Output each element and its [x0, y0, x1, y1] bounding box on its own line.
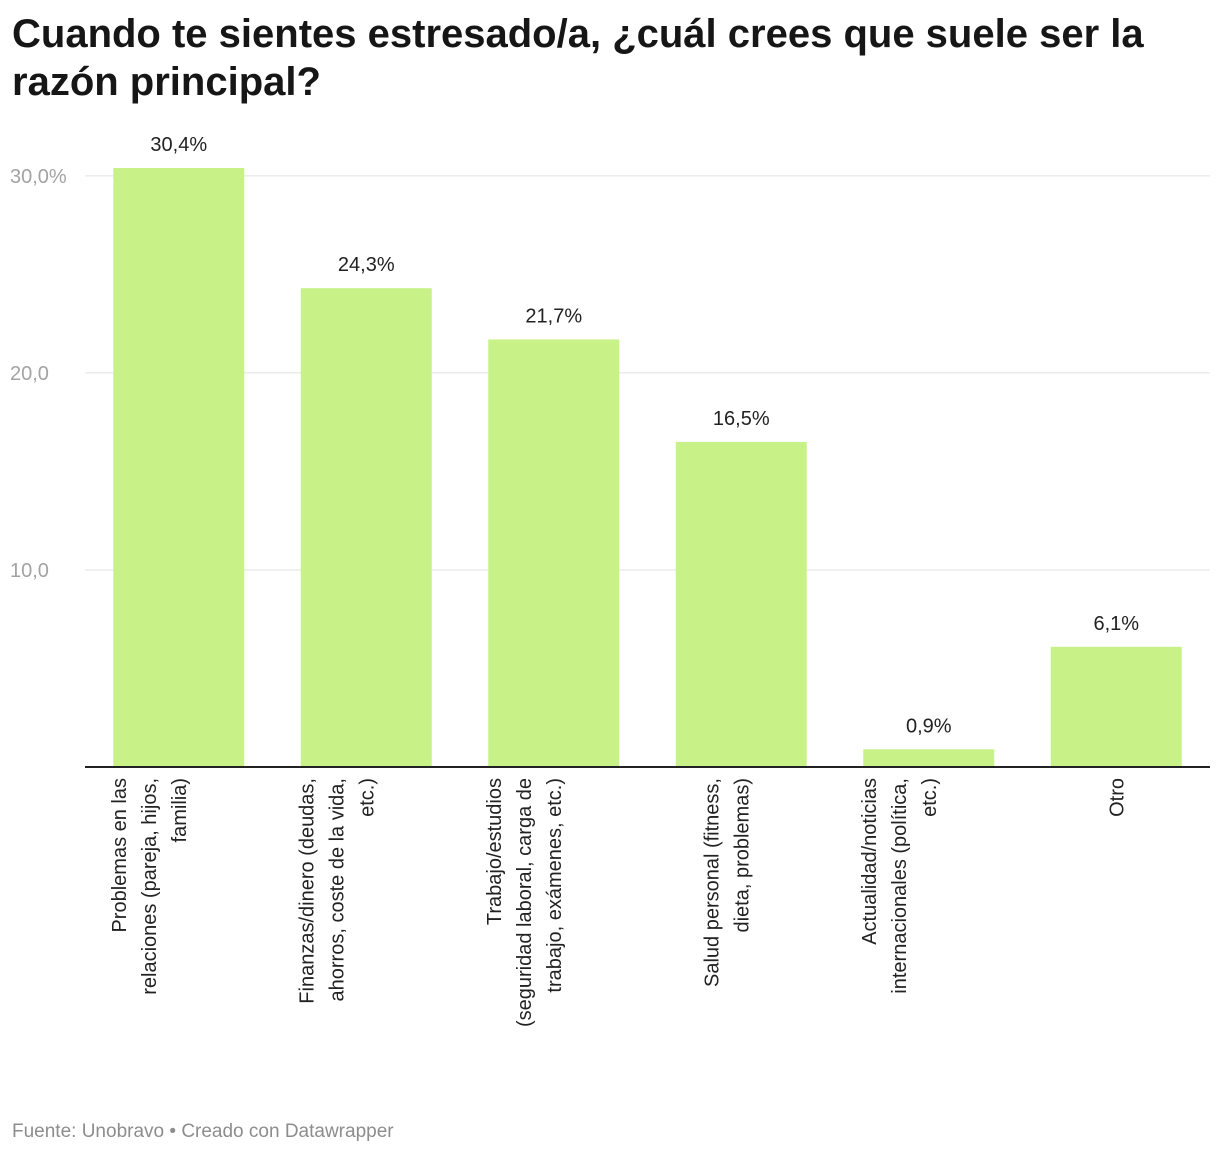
value-label: 0,9%: [906, 715, 952, 737]
x-axis-label-line: Trabajo/estudios: [484, 778, 506, 925]
x-axis-label: Otro: [1106, 778, 1128, 817]
x-axis-label-line: (seguridad laboral, carga de: [514, 778, 536, 1027]
bar: [675, 441, 807, 767]
y-axis-ticks: 10,0 20,0 30,0%: [10, 166, 67, 582]
x-axis-label: Finanzas/dinero (deudas, ahorros, coste d…: [296, 778, 378, 1004]
bar: [488, 339, 620, 767]
x-axis-label: Salud personal (fitness, dieta, problemas…: [701, 778, 753, 987]
bars: [113, 168, 1182, 767]
chart-title: Cuando te sientes estresado/a, ¿cuál cre…: [12, 12, 1144, 104]
bar: [300, 288, 432, 767]
x-axis-labels: Problemas en las relaciones (pareja, hijo…: [109, 778, 1129, 1027]
y-tick-label: 10,0: [10, 560, 49, 582]
y-tick-label: 20,0: [10, 363, 49, 385]
x-axis-label-line: familia): [169, 778, 191, 842]
x-axis-label-line: Finanzas/dinero (deudas,: [296, 778, 318, 1004]
x-axis-label-line: Salud personal (fitness,: [701, 778, 723, 987]
x-axis-label-line: dieta, problemas): [731, 778, 753, 933]
value-label: 30,4%: [150, 134, 207, 156]
x-axis-label: Actualidad/noticias internacionales (polí…: [859, 778, 941, 994]
value-labels: 30,4% 24,3% 21,7% 16,5% 0,9% 6,1%: [150, 134, 1139, 737]
x-axis-label-line: internacionales (política,: [889, 778, 911, 994]
x-axis-label-line: Otro: [1106, 778, 1128, 817]
bar-chart: 10,0 20,0 30,0% 30,4% 24,3% 21,7% 16,5% 0,9% 6,…: [10, 134, 1210, 1027]
y-tick-label: 30,0%: [10, 166, 67, 188]
x-axis-label-line: Actualidad/noticias: [859, 778, 881, 945]
bar: [113, 168, 245, 767]
x-axis-label-line: relaciones (pareja, hijos,: [139, 778, 161, 995]
x-axis-label-line: Problemas en las: [109, 778, 131, 933]
bar: [863, 749, 995, 767]
bar: [1050, 646, 1182, 767]
x-axis-label-line: ahorros, coste de la vida,: [326, 778, 348, 1001]
footer-separator: •: [169, 1121, 177, 1142]
x-axis-label: Trabajo/estudios (seguridad laboral, carg…: [484, 778, 566, 1027]
value-label: 6,1%: [1093, 613, 1139, 635]
x-axis-label-line: trabajo, exámenes, etc.): [544, 778, 566, 993]
x-axis-label-line: etc.): [919, 778, 941, 817]
grid-lines: [85, 175, 1210, 571]
x-axis-label-line: etc.): [356, 778, 378, 817]
x-axis-label: Problemas en las relaciones (pareja, hijo…: [109, 778, 191, 995]
value-label: 21,7%: [525, 305, 582, 327]
value-label: 24,3%: [338, 254, 395, 276]
footer-source: Fuente: Unobravo: [12, 1121, 165, 1142]
footer: Fuente: Unobravo • Creado con Datawrappe…: [12, 1121, 394, 1143]
footer-credit: Creado con Datawrapper: [181, 1121, 394, 1142]
value-label: 16,5%: [713, 408, 770, 430]
